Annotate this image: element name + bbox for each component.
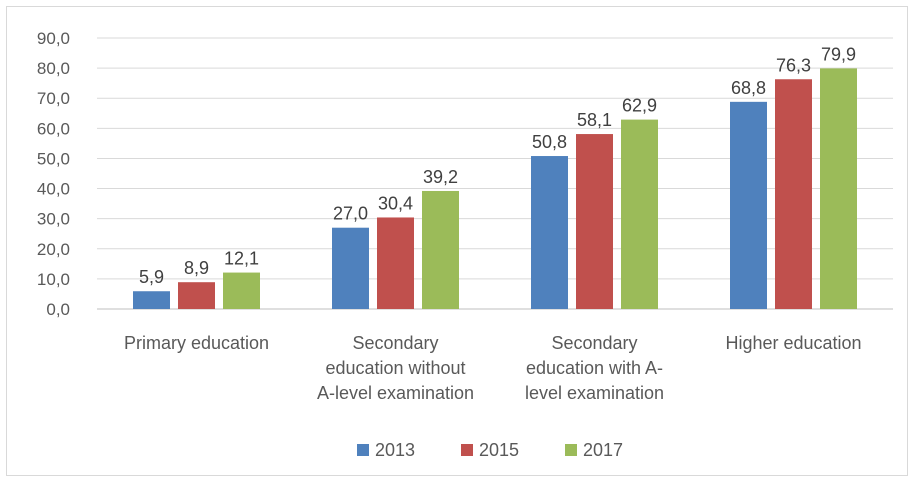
data-label: 68,8 [731,78,766,98]
gridlines [97,37,893,310]
y-tick-label: 90,0 [37,29,70,48]
legend-swatch-2017 [565,444,577,456]
data-label: 58,1 [577,110,612,130]
data-label: 62,9 [622,96,657,116]
bar-2013 [332,227,369,309]
bar-2015 [576,134,613,309]
data-label: 39,2 [423,167,458,187]
legend-swatch-2013 [357,444,369,456]
category-label: education with A- [526,358,663,378]
data-label: 76,3 [776,55,811,75]
bar-2013 [531,156,568,309]
data-label: 30,4 [378,193,413,213]
y-tick-label: 10,0 [37,270,70,289]
data-label: 8,9 [184,258,209,278]
y-tick-label: 80,0 [37,59,70,78]
y-tick-label: 70,0 [37,89,70,108]
y-tick-label: 0,0 [46,300,70,319]
y-tick-label: 30,0 [37,210,70,229]
data-labels: 5,9 8,9 12,1 27,0 30,4 39,2 50,8 58,1 62,9 68,8 76… [139,44,856,287]
bar-2015 [178,282,215,309]
category-label: A-level examination [317,383,474,403]
data-label: 5,9 [139,267,164,287]
category-label: education without [325,358,465,378]
bar-2013 [133,291,170,309]
category-label: Secondary [551,333,637,353]
legend-label: 2015 [479,440,519,460]
bars [133,68,857,310]
category-label: Higher education [725,333,861,353]
bar-2017 [422,190,459,309]
bar-2013 [730,101,767,309]
category-label: Primary education [124,333,269,353]
bar-2017 [820,68,857,309]
y-tick-label: 60,0 [37,119,70,138]
bar-2017 [223,272,260,309]
bar-2015 [775,79,812,309]
category-label: Secondary [352,333,438,353]
legend: 2013 2015 2017 [357,440,623,460]
legend-label: 2013 [375,440,415,460]
data-label: 27,0 [333,204,368,224]
category-label: level examination [525,383,664,403]
bar-2015 [377,217,414,309]
x-axis: Primary education Secondary education with… [124,333,862,403]
legend-label: 2017 [583,440,623,460]
y-tick-label: 20,0 [37,240,70,259]
data-label: 50,8 [532,132,567,152]
legend-swatch-2015 [461,444,473,456]
data-label: 12,1 [224,249,259,269]
y-tick-label: 40,0 [37,180,70,199]
y-axis: 0,0 10,0 20,0 30,0 40,0 50,0 60,0 70,0 80,0 90,0 [37,29,70,319]
data-label: 79,9 [821,44,856,64]
y-tick-label: 50,0 [37,149,70,168]
bar-2017 [621,119,658,310]
